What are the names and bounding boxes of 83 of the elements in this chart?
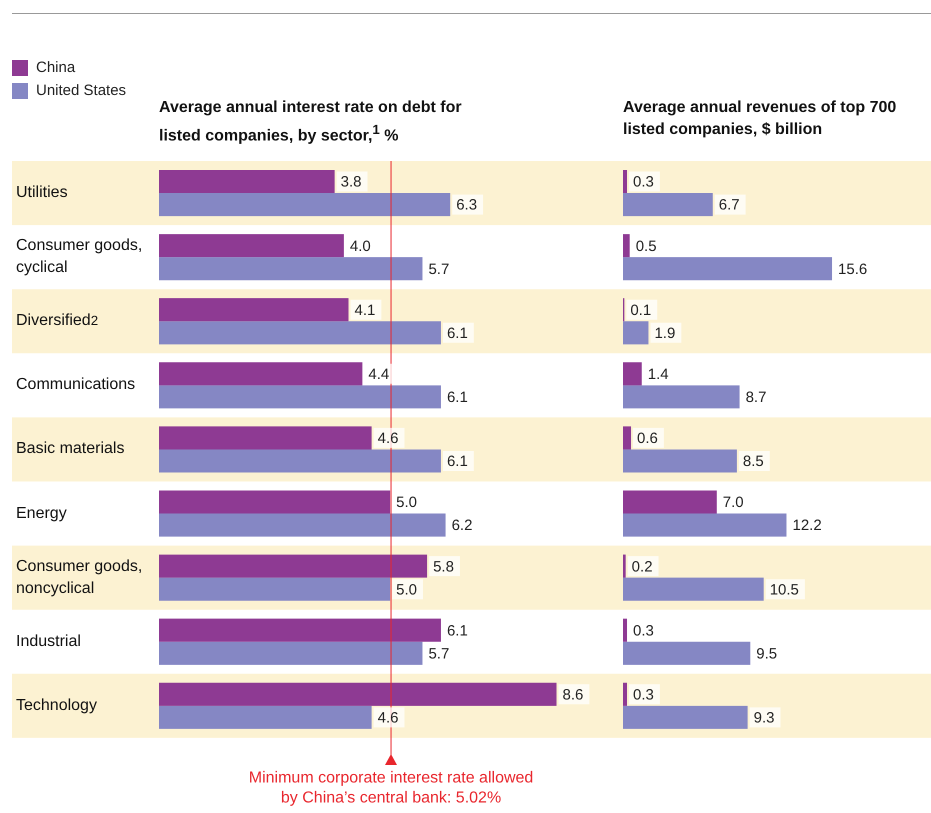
bar [623,170,628,194]
bar [159,682,557,706]
bar [159,449,441,473]
bar [159,554,428,578]
data-label: 10.5 [770,581,799,598]
y-tick-label: Basic materials [16,439,126,460]
legend-label: China [36,59,76,76]
data-label: 8.6 [562,686,584,704]
data-label: 0.3 [633,686,654,704]
bar [159,385,441,408]
bar [159,706,372,729]
bar [159,234,344,258]
bar [623,514,786,537]
bar [159,642,422,665]
bar [623,618,628,642]
bar [623,362,642,386]
y-tick-label: Consumer goods, noncyclical [16,556,144,599]
data-label: 6.2 [452,517,472,534]
bar [623,578,764,601]
bar [623,642,750,665]
bar [623,193,713,216]
data-label: 6.1 [446,389,468,406]
data-label: 6.3 [456,196,478,214]
bar [623,706,748,729]
data-label: 4.6 [378,710,398,727]
bar [159,321,441,344]
data-label: 6.7 [718,196,740,214]
bar [159,362,362,386]
y-tick-label: Utilities [16,183,69,204]
data-label: 0.5 [636,238,657,255]
data-label: 6.1 [446,324,468,342]
bar [623,385,740,408]
data-label: 6.1 [446,453,468,470]
data-label: 5.7 [428,645,450,662]
data-label: 5.8 [433,558,454,576]
bar [159,514,446,537]
data-label: 4.0 [350,238,371,255]
data-label: 8.5 [742,453,764,470]
bar [159,298,349,322]
data-label: 9.3 [754,710,774,727]
data-label: 4.6 [378,430,398,448]
data-label: 0.1 [630,302,652,319]
data-label: 15.6 [838,260,868,278]
data-label: 12.2 [792,517,822,534]
chart-title: Average annual interest rate on debt for listed companies, by sector,$^{1}$ % [159,98,463,146]
bar [159,257,422,280]
bar [159,170,335,194]
bar [623,257,832,280]
data-label: 0.2 [632,558,653,576]
data-label: 0.3 [633,174,654,191]
data-label: 4.4 [368,366,390,383]
bar [623,490,717,514]
data-label: 8.7 [746,389,766,406]
data-label: 5.0 [396,494,417,512]
y-tick-label: Energy [16,504,68,524]
data-label: 5.0 [396,581,417,598]
legend-label: United States [36,82,126,99]
data-label: 4.1 [354,302,376,319]
ref-line-label: Minimum corporate interest rate allowed by China’s central bank: 5.02% [248,769,534,806]
data-label: 6.1 [446,622,468,640]
bar [623,682,628,706]
chart-title: Average annual revenues of top 700 listed companies, $ billion [623,98,898,140]
bar [623,426,632,450]
bar [159,426,372,450]
bar [623,234,630,258]
bar [159,578,390,601]
y-tick-label: Communications [16,375,136,396]
bar [159,618,441,642]
data-label: 1.9 [654,324,676,342]
bar [623,554,626,578]
data-label: 3.8 [340,174,362,191]
y-tick-label: Industrial [16,632,82,652]
bar [159,193,450,216]
data-label: 0.3 [633,622,654,640]
data-label: 9.5 [756,645,778,662]
data-label: 7.0 [722,494,744,512]
y-tick-label: Technology [16,696,98,716]
bar [623,449,737,473]
y-tick-label: Consumer goods, cyclical [16,236,144,278]
data-label: 1.4 [648,366,669,383]
data-label: 5.7 [428,260,450,278]
data-label: 0.6 [637,430,658,448]
bar [159,490,390,514]
